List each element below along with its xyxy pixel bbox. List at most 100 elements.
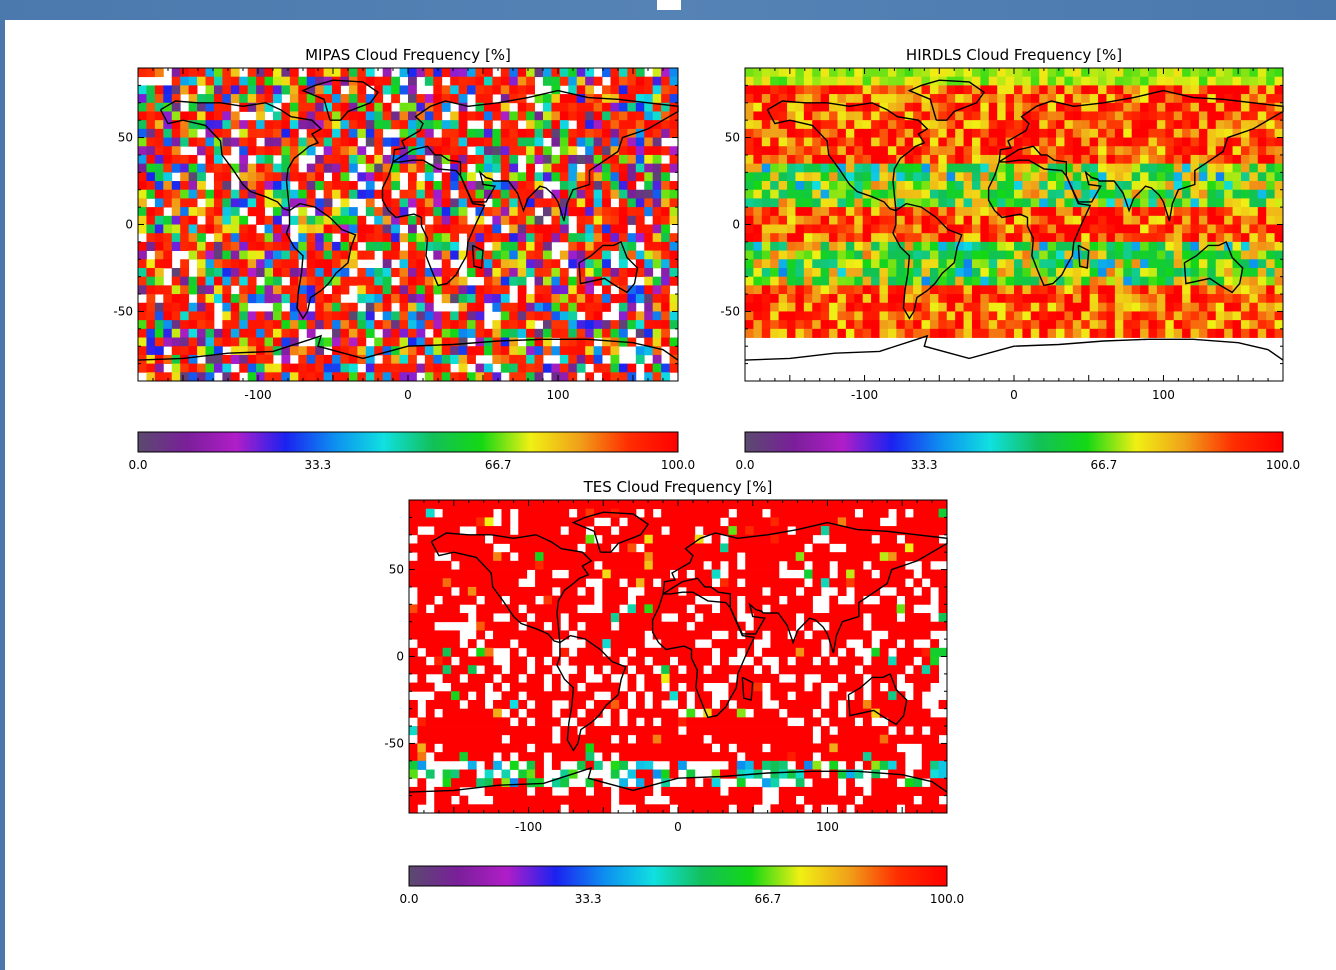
hirdls-cell <box>971 172 981 182</box>
mipas-cell <box>424 320 434 330</box>
hirdls-cell <box>812 198 822 208</box>
hirdls-cell <box>854 328 864 338</box>
hirdls-cell <box>829 181 838 191</box>
tes-cell <box>938 604 948 614</box>
hirdls-cell <box>854 111 864 121</box>
hirdls-cell <box>1140 120 1149 130</box>
hirdls-cell <box>753 102 763 112</box>
mipas-cell <box>264 285 274 295</box>
hirdls-cell <box>1047 276 1057 286</box>
mipas-cell <box>205 337 215 347</box>
mipas-cell <box>593 363 603 373</box>
mipas-cell <box>188 163 198 173</box>
hirdls-cell <box>1198 189 1208 199</box>
mipas-cell <box>273 172 282 182</box>
tes-cell <box>417 569 427 579</box>
hirdls-cell <box>854 120 864 130</box>
mipas-cell <box>289 163 299 173</box>
tes-cell <box>795 500 805 510</box>
mipas-cell <box>180 346 190 356</box>
hirdls-cell <box>887 233 897 243</box>
mipas-cell <box>593 354 603 365</box>
mipas-cell <box>602 346 611 356</box>
tes-cell <box>467 578 477 588</box>
hirdls-cell <box>803 328 813 338</box>
hirdls-cell <box>1005 250 1015 260</box>
mipas-cell <box>517 285 527 295</box>
mipas-cell <box>154 311 164 321</box>
hirdls-cell <box>1232 320 1242 330</box>
hirdls-cell <box>1098 250 1107 260</box>
hirdls-cell <box>1232 189 1242 199</box>
mipas-cell <box>576 68 586 78</box>
hirdls-cell <box>845 285 855 295</box>
mipas-cell <box>475 363 485 373</box>
mipas-cell <box>399 250 409 260</box>
mipas-cell <box>247 172 257 182</box>
hirdls-cell <box>837 241 847 251</box>
hirdls-cell <box>971 154 981 165</box>
tes-cell <box>501 500 511 510</box>
hirdls-cell <box>1224 311 1233 321</box>
mipas-cell <box>239 137 249 147</box>
hirdls-cell <box>1224 172 1233 182</box>
hirdls-cell <box>795 259 805 269</box>
hirdls-cell <box>1165 233 1175 243</box>
tes-cell <box>753 508 763 518</box>
hirdls-cell <box>1182 120 1191 130</box>
hirdls-cell <box>1098 189 1107 199</box>
hirdls-cell <box>1224 137 1233 147</box>
hirdls-cell <box>812 276 822 286</box>
tes-cell <box>585 543 595 553</box>
mipas-cell <box>618 363 628 373</box>
hirdls-cell <box>761 224 771 234</box>
mipas-cell <box>357 320 367 330</box>
tes-cell <box>610 613 620 623</box>
mipas-cell <box>332 94 341 104</box>
hirdls-cell <box>1266 189 1275 199</box>
mipas-cell <box>644 111 654 121</box>
mipas-cell <box>483 85 493 95</box>
hirdls-cell <box>1131 259 1141 269</box>
hirdls-cell <box>1198 146 1208 156</box>
mipas-cell <box>239 250 249 260</box>
mipas-cell <box>298 189 308 199</box>
tes-cell <box>762 534 771 544</box>
hirdls-cell <box>988 328 998 338</box>
hirdls-cell <box>1190 294 1200 304</box>
hirdls-cell <box>1198 320 1208 330</box>
mipas-cell <box>323 154 333 165</box>
mipas-cell <box>298 346 308 356</box>
hirdls-cell <box>820 128 830 138</box>
hirdls-x-tick-label: -100 <box>851 388 878 402</box>
tes-cell <box>476 586 486 597</box>
tes-cell <box>635 604 645 614</box>
hirdls-cell <box>1022 172 1032 182</box>
hirdls-cell <box>1030 181 1040 191</box>
mipas-cell <box>197 372 206 382</box>
tes-cell <box>762 543 771 553</box>
tes-cell <box>425 500 435 510</box>
mipas-cell <box>610 111 620 121</box>
mipas-cell <box>374 207 384 217</box>
tes-cell <box>829 534 839 544</box>
hirdls-cell <box>913 111 922 121</box>
hirdls-cell <box>1215 189 1225 199</box>
hirdls-cell <box>854 311 864 321</box>
mipas-cell <box>652 259 662 269</box>
mipas-cell <box>340 102 350 112</box>
mipas-cell <box>332 137 341 147</box>
hirdls-cell <box>745 250 754 260</box>
mipas-cell <box>644 76 654 86</box>
hirdls-cell <box>787 111 796 121</box>
tes-cell <box>509 586 519 597</box>
hirdls-cell <box>803 276 813 286</box>
hirdls-cell <box>1240 241 1250 251</box>
mipas-cell <box>433 250 443 260</box>
hirdls-cell <box>997 181 1006 191</box>
mipas-cell <box>492 85 502 95</box>
hirdls-cell <box>887 137 897 147</box>
hirdls-cell <box>1106 94 1116 104</box>
tes-cell <box>904 543 914 553</box>
tes-cell <box>434 586 444 597</box>
